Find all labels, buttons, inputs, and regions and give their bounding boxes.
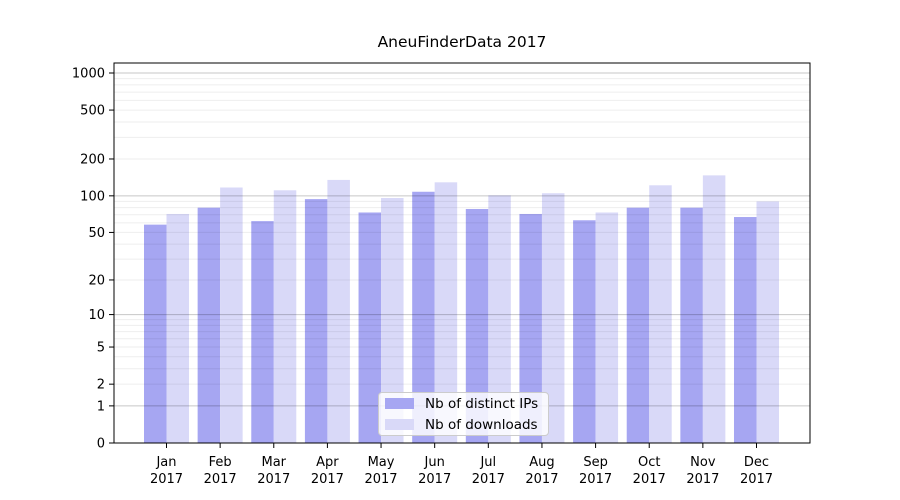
bar-downloads-aug (541, 193, 565, 443)
bar-downloads-sep (595, 212, 619, 443)
bar-distinct-ips-jul (465, 208, 489, 443)
bar-distinct-ips-feb (197, 207, 221, 443)
bar-distinct-ips-aug (519, 213, 542, 443)
plot-border (113, 62, 811, 444)
y-tick-label: 1 (97, 399, 105, 414)
x-tick-label-year: 2017 (418, 472, 451, 487)
bar-distinct-ips-jan (144, 224, 167, 443)
bar-downloads-may (381, 198, 404, 443)
chart-title: AneuFinderData 2017 (377, 33, 547, 51)
x-tick-label-year: 2017 (257, 472, 290, 487)
legend-row-distinct-ips: Nb of distinct IPs (385, 396, 548, 412)
bar-downloads-dec (756, 201, 779, 443)
y-tick-label: 5 (97, 341, 105, 356)
y-tick-label: 100 (80, 189, 105, 204)
legend-swatch-distinct-ips (385, 398, 414, 409)
y-tick-label: 50 (88, 226, 105, 241)
x-tick-label-month: Sep (583, 455, 608, 470)
y-tick-label: 1000 (72, 67, 105, 82)
x-tick-label-month: Oct (638, 455, 660, 470)
legend-label-downloads: Nb of downloads (425, 416, 538, 433)
x-tick-label-month: Jun (424, 455, 445, 470)
bar-downloads-mar (273, 190, 297, 443)
x-tick-label-year: 2017 (633, 472, 666, 487)
x-tick-label-year: 2017 (364, 472, 397, 487)
y-tick-label: 0 (97, 437, 105, 452)
bar-distinct-ips-oct (626, 207, 650, 443)
x-tick-label-month: Aug (529, 455, 554, 470)
bar-distinct-ips-may (358, 212, 382, 443)
y-tick-label: 500 (80, 104, 105, 119)
x-tick-label-month: Dec (744, 455, 769, 470)
x-tick-label-year: 2017 (472, 472, 505, 487)
bar-downloads-nov (702, 175, 726, 443)
bar-distinct-ips-apr (304, 199, 328, 443)
x-tick-label-month: Nov (690, 455, 716, 470)
x-tick-label-year: 2017 (311, 472, 344, 487)
legend: Nb of distinct IPs Nb of downloads (378, 392, 549, 436)
bar-downloads-jun (434, 182, 458, 443)
legend-swatch-downloads (385, 419, 414, 430)
x-tick-label-year: 2017 (579, 472, 612, 487)
bar-downloads-jul (488, 195, 511, 443)
legend-row-downloads: Nb of downloads (385, 417, 548, 433)
x-tick-label-year: 2017 (686, 472, 719, 487)
x-tick-label-month: Mar (262, 455, 287, 470)
bar-distinct-ips-mar (251, 221, 274, 443)
x-tick-label-year: 2017 (204, 472, 237, 487)
y-tick-label: 20 (88, 273, 105, 288)
x-tick-label-month: Apr (316, 455, 339, 470)
bar-downloads-apr (327, 179, 350, 443)
bar-downloads-feb (220, 187, 243, 443)
bar-distinct-ips-sep (573, 220, 596, 443)
x-tick-label-year: 2017 (525, 472, 558, 487)
bar-downloads-jan (166, 213, 189, 443)
bar-distinct-ips-dec (733, 217, 757, 443)
y-tick-label: 2 (97, 378, 105, 393)
x-tick-label-month: Jul (479, 455, 496, 470)
legend-label-distinct-ips: Nb of distinct IPs (425, 395, 539, 412)
y-tick-label: 10 (88, 308, 105, 323)
bar-distinct-ips-nov (680, 207, 703, 443)
x-tick-label-year: 2017 (150, 472, 183, 487)
x-tick-label-year: 2017 (740, 472, 773, 487)
x-tick-label-month: Jan (155, 455, 176, 470)
y-tick-label: 200 (80, 152, 105, 167)
bar-distinct-ips-jun (412, 191, 435, 443)
bar-downloads-oct (649, 185, 672, 443)
x-tick-label-month: Feb (209, 455, 232, 470)
x-tick-label-month: May (368, 455, 395, 470)
